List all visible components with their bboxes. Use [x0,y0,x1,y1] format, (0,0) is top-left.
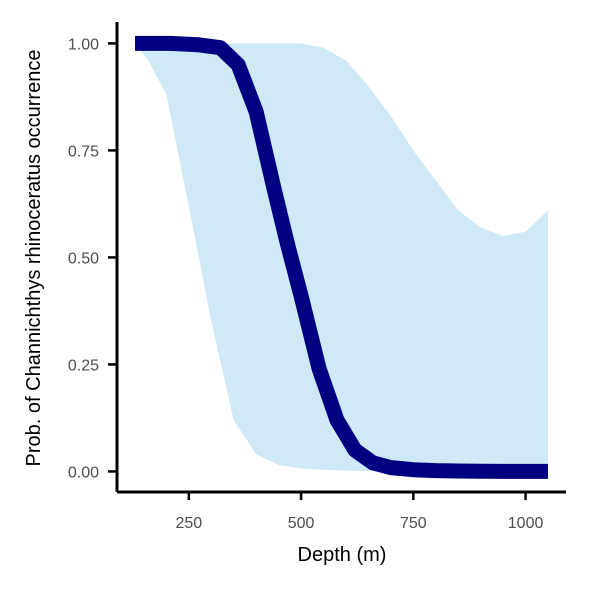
y-tick-label: 1.00 [68,36,99,53]
confidence-band-layer [135,43,548,472]
x-tick-label: 750 [400,515,427,532]
x-tick-label: 500 [288,515,315,532]
x-axis-ticks: 250 500 750 1000 [175,492,543,532]
x-tick-label: 1000 [508,515,544,532]
y-axis-title: Prob. of Channichthys rhinoceratus occur… [23,50,45,467]
x-axis-title: Depth (m) [298,544,387,566]
y-tick-label: 0.25 [68,357,99,374]
y-tick-label: 0.50 [68,250,99,267]
y-axis-ticks: 0.00 0.25 0.50 0.75 1.00 [68,36,117,481]
y-tick-label: 0.00 [68,464,99,481]
probability-line [135,35,548,479]
probability-line-layer [135,35,548,479]
confidence-band [135,43,548,472]
x-tick-label: 250 [175,515,202,532]
y-tick-label: 0.75 [68,143,99,160]
